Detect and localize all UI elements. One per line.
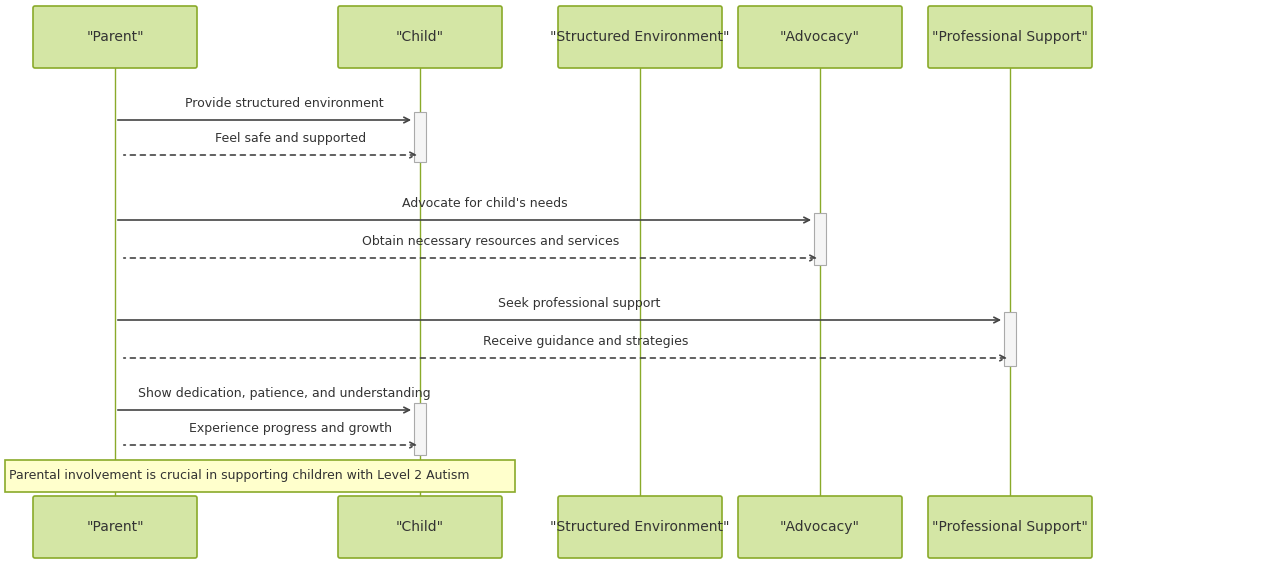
FancyBboxPatch shape [33,6,197,68]
Text: Experience progress and growth: Experience progress and growth [189,422,392,435]
FancyBboxPatch shape [558,496,722,558]
FancyBboxPatch shape [338,6,502,68]
Text: "Structured Environment": "Structured Environment" [550,30,730,44]
Text: "Structured Environment": "Structured Environment" [550,520,730,534]
Text: Show dedication, patience, and understanding: Show dedication, patience, and understan… [138,387,431,400]
Text: Advocate for child's needs: Advocate for child's needs [402,197,567,210]
FancyBboxPatch shape [1004,312,1016,366]
Text: Parental involvement is crucial in supporting children with Level 2 Autism: Parental involvement is crucial in suppo… [9,469,470,483]
Text: "Child": "Child" [396,30,444,44]
FancyBboxPatch shape [558,6,722,68]
FancyBboxPatch shape [814,213,826,265]
FancyBboxPatch shape [5,460,515,492]
Text: Seek professional support: Seek professional support [498,297,660,310]
FancyBboxPatch shape [338,496,502,558]
Text: "Professional Support": "Professional Support" [932,520,1088,534]
Text: "Advocacy": "Advocacy" [780,30,860,44]
Text: Receive guidance and strategies: Receive guidance and strategies [483,335,689,348]
Text: "Professional Support": "Professional Support" [932,30,1088,44]
Text: Provide structured environment: Provide structured environment [186,97,384,110]
FancyBboxPatch shape [928,496,1092,558]
Text: "Parent": "Parent" [86,520,143,534]
Text: "Child": "Child" [396,520,444,534]
Text: Feel safe and supported: Feel safe and supported [215,132,366,145]
Text: "Parent": "Parent" [86,30,143,44]
FancyBboxPatch shape [413,112,426,162]
FancyBboxPatch shape [928,6,1092,68]
Text: "Advocacy": "Advocacy" [780,520,860,534]
FancyBboxPatch shape [33,496,197,558]
Text: Obtain necessary resources and services: Obtain necessary resources and services [362,235,620,248]
FancyBboxPatch shape [413,403,426,455]
FancyBboxPatch shape [739,6,902,68]
FancyBboxPatch shape [739,496,902,558]
